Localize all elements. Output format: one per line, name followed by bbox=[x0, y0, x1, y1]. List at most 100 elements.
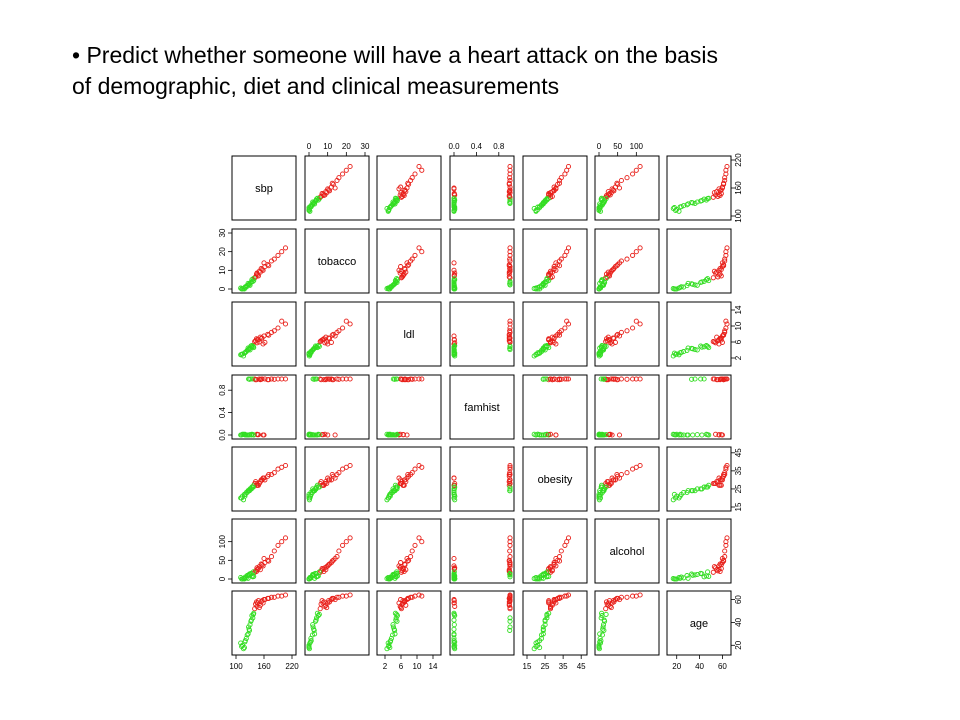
point-famhist-vs-alcohol bbox=[601, 376, 607, 382]
point-tobacco-vs-famhist bbox=[507, 275, 513, 281]
point-age-vs-obesity bbox=[538, 632, 545, 638]
point-age-vs-alcohol bbox=[633, 593, 639, 599]
point-alcohol-vs-age bbox=[699, 571, 705, 577]
point-sbp-vs-alcohol bbox=[637, 163, 643, 170]
panel-obesity-vs-age bbox=[666, 446, 732, 512]
point-tobacco-vs-age bbox=[689, 281, 695, 287]
point-ldl-vs-obesity bbox=[564, 318, 570, 324]
point-ldl-vs-tobacco bbox=[336, 328, 342, 334]
point-tobacco-vs-alcohol bbox=[614, 263, 620, 269]
point-alcohol-vs-tobacco bbox=[311, 571, 317, 577]
point-tobacco-vs-sbp bbox=[246, 282, 252, 288]
x-tick-label-age: 20 bbox=[672, 662, 681, 671]
point-alcohol-vs-tobacco bbox=[329, 558, 335, 564]
point-sbp-vs-alcohol bbox=[624, 175, 630, 181]
point-alcohol-vs-famhist bbox=[451, 576, 457, 582]
point-alcohol-vs-age bbox=[723, 542, 729, 548]
point-obesity-vs-sbp bbox=[271, 470, 277, 476]
point-alcohol-vs-age bbox=[719, 555, 725, 562]
panel-alcohol-vs-famhist bbox=[449, 518, 515, 584]
point-age-vs-ldl bbox=[392, 610, 398, 616]
point-ldl-vs-tobacco bbox=[324, 339, 330, 345]
panel-ldl-vs-alcohol bbox=[594, 301, 660, 367]
point-sbp-vs-age bbox=[677, 204, 683, 210]
point-tobacco-vs-obesity bbox=[551, 266, 557, 272]
point-age-vs-tobacco bbox=[326, 599, 333, 605]
x-tick-label-age: 60 bbox=[718, 662, 727, 671]
panel-obesity-vs-famhist bbox=[449, 446, 515, 512]
point-tobacco-vs-age bbox=[721, 263, 727, 269]
point-age-vs-famhist bbox=[506, 601, 512, 607]
point-obesity-vs-tobacco bbox=[311, 488, 317, 494]
point-age-vs-tobacco bbox=[332, 597, 338, 603]
point-famhist-vs-ldl bbox=[394, 432, 400, 438]
panel-alcohol-vs-alcohol bbox=[594, 518, 660, 584]
point-age-vs-obesity bbox=[533, 643, 539, 649]
point-alcohol-vs-age bbox=[692, 572, 698, 578]
panel-famhist-vs-age bbox=[666, 374, 732, 440]
point-obesity-vs-alcohol bbox=[601, 488, 607, 494]
point-alcohol-vs-age bbox=[694, 571, 700, 578]
point-tobacco-vs-obesity bbox=[556, 263, 563, 269]
point-age-vs-tobacco bbox=[313, 617, 319, 623]
point-age-vs-alcohol bbox=[599, 632, 605, 638]
point-ldl-vs-alcohol bbox=[630, 325, 636, 331]
point-tobacco-vs-alcohol bbox=[610, 266, 616, 272]
point-alcohol-vs-age bbox=[716, 566, 722, 572]
point-sbp-vs-obesity bbox=[556, 180, 563, 186]
x-tick-label-sbp: 100 bbox=[229, 662, 243, 671]
point-alcohol-vs-sbp bbox=[275, 542, 281, 548]
point-age-vs-tobacco bbox=[319, 598, 325, 604]
point-ldl-vs-tobacco bbox=[326, 335, 332, 341]
point-alcohol-vs-famhist bbox=[451, 573, 457, 579]
point-obesity-vs-ldl bbox=[402, 477, 408, 483]
point-famhist-vs-alcohol bbox=[597, 431, 603, 437]
point-famhist-vs-tobacco bbox=[316, 432, 322, 438]
point-obesity-vs-famhist bbox=[506, 471, 512, 478]
point-sbp-vs-famhist bbox=[507, 199, 513, 206]
point-ldl-vs-obesity bbox=[553, 341, 559, 347]
point-tobacco-vs-sbp bbox=[282, 245, 289, 251]
point-ldl-vs-age bbox=[671, 350, 677, 356]
point-alcohol-vs-famhist bbox=[507, 542, 513, 548]
point-tobacco-vs-famhist bbox=[506, 274, 512, 280]
point-sbp-vs-age bbox=[711, 190, 717, 196]
point-famhist-vs-tobacco bbox=[320, 432, 326, 438]
panel-ldl-vs-ldl bbox=[376, 301, 442, 367]
point-tobacco-vs-alcohol bbox=[616, 260, 623, 266]
point-ldl-vs-age bbox=[673, 351, 679, 357]
point-alcohol-vs-age bbox=[670, 576, 676, 582]
x-tick-label-alcohol: 0 bbox=[597, 142, 602, 151]
point-tobacco-vs-famhist bbox=[451, 272, 457, 278]
point-famhist-vs-age bbox=[677, 431, 683, 437]
point-famhist-vs-tobacco bbox=[317, 376, 323, 382]
y-tick-label-alcohol: 50 bbox=[218, 555, 227, 564]
point-tobacco-vs-age bbox=[718, 266, 724, 272]
point-age-vs-famhist bbox=[506, 595, 512, 601]
point-famhist-vs-sbp bbox=[259, 376, 265, 382]
point-famhist-vs-sbp bbox=[242, 431, 248, 437]
point-sbp-vs-age bbox=[718, 191, 724, 197]
point-tobacco-vs-ldl bbox=[392, 281, 398, 287]
point-age-vs-ldl bbox=[419, 593, 425, 599]
point-tobacco-vs-age bbox=[705, 276, 711, 282]
point-sbp-vs-famhist bbox=[451, 207, 457, 213]
point-ldl-vs-age bbox=[689, 345, 695, 351]
point-tobacco-vs-obesity bbox=[540, 281, 546, 287]
point-age-vs-tobacco bbox=[307, 639, 314, 645]
point-ldl-vs-famhist bbox=[507, 321, 513, 327]
point-tobacco-vs-ldl bbox=[400, 272, 406, 278]
point-alcohol-vs-sbp bbox=[266, 558, 272, 564]
point-age-vs-alcohol bbox=[603, 606, 609, 612]
point-tobacco-vs-sbp bbox=[250, 276, 256, 282]
panel-sbp-vs-sbp bbox=[231, 155, 297, 221]
point-age-vs-famhist bbox=[451, 600, 457, 606]
point-age-vs-obesity bbox=[564, 593, 570, 599]
point-ldl-vs-age bbox=[718, 335, 724, 341]
point-alcohol-vs-tobacco bbox=[307, 575, 314, 581]
point-age-vs-tobacco bbox=[317, 606, 323, 612]
point-alcohol-vs-age bbox=[718, 562, 724, 568]
point-sbp-vs-obesity bbox=[544, 196, 550, 202]
point-famhist-vs-tobacco bbox=[323, 377, 329, 383]
point-age-vs-alcohol bbox=[630, 593, 636, 599]
